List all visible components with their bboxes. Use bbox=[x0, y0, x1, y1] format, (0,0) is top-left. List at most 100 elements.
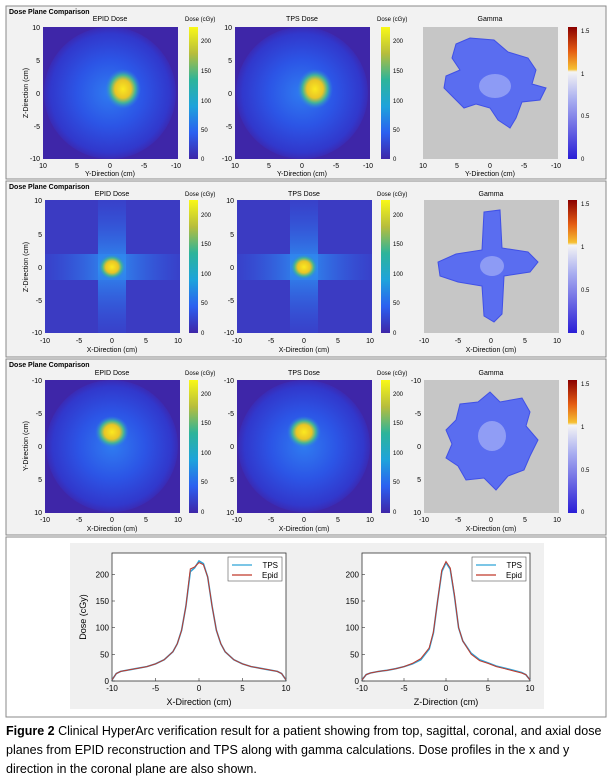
tick-label: 5 bbox=[75, 163, 79, 170]
y-tick-label: 200 bbox=[96, 570, 110, 579]
caption-label: Figure 2 bbox=[6, 724, 55, 738]
tick-label: -10 bbox=[222, 156, 232, 163]
tick-label: 5 bbox=[267, 163, 271, 170]
legend-label: Epid bbox=[262, 571, 278, 580]
subplot-title: TPS Dose bbox=[286, 16, 318, 23]
x-tick-label: 10 bbox=[526, 684, 535, 693]
y-tick-label: 0 bbox=[355, 677, 360, 686]
legend-box bbox=[471, 556, 527, 582]
dose-colorbar bbox=[189, 27, 198, 159]
tick-label: 5 bbox=[38, 232, 42, 239]
y-tick-label: 100 bbox=[96, 624, 110, 633]
tick-label: 100 bbox=[393, 272, 404, 278]
tick-label: 0 bbox=[393, 510, 397, 516]
figure-caption: Figure 2 Clinical HyperArc verification … bbox=[6, 722, 606, 779]
colorbar-label: Dose (cGy) bbox=[185, 192, 215, 198]
y-axis-label: Dose (cGy) bbox=[78, 594, 88, 640]
subplot-title: Gamma bbox=[478, 16, 503, 23]
caption-text: Clinical HyperArc verification result fo… bbox=[6, 724, 602, 776]
dose-hotspot bbox=[287, 416, 321, 448]
tick-label: 10 bbox=[366, 338, 374, 345]
colorbar-ticks: 1.5 1 0.5 0 bbox=[581, 29, 590, 163]
dose-panel-2: Dose Plane Comparison EPID Dose X-Direct… bbox=[5, 180, 607, 358]
x-axis-label: Y-Direction (cm) bbox=[85, 171, 135, 178]
tick-label: 0.5 bbox=[581, 288, 590, 294]
tick-label: 10 bbox=[224, 25, 232, 32]
tick-label: 100 bbox=[393, 451, 404, 457]
tick-label: 5 bbox=[230, 477, 234, 484]
tick-label: 1 bbox=[581, 72, 585, 78]
tick-label: 5 bbox=[417, 477, 421, 484]
x-tick-label: 5 bbox=[240, 684, 245, 693]
subplot-title: EPID Dose bbox=[95, 370, 130, 377]
x-tick-labels: 10 5 0 -5 -10 bbox=[39, 163, 181, 170]
x-axis-label: X-Direction (cm) bbox=[87, 526, 138, 533]
tick-label: -10 bbox=[419, 338, 429, 345]
tick-label: 5 bbox=[38, 477, 42, 484]
colorbar-label: Dose (cGy) bbox=[377, 371, 407, 377]
tick-label: -10 bbox=[32, 330, 42, 337]
y-tick-label: 50 bbox=[350, 650, 359, 659]
tick-label: 10 bbox=[366, 517, 374, 524]
y-axis-label: Z-Direction (cm) bbox=[23, 242, 30, 292]
x-tick-labels: -10 -5 0 5 10 bbox=[40, 338, 182, 345]
tick-label: 0 bbox=[581, 157, 585, 163]
tick-label: 10 bbox=[413, 510, 421, 517]
tick-label: 5 bbox=[144, 517, 148, 524]
tick-label: 150 bbox=[201, 242, 212, 248]
tick-label: 50 bbox=[393, 301, 400, 307]
x-tick-label: -5 bbox=[152, 684, 160, 693]
tick-label: 100 bbox=[201, 272, 212, 278]
dose-colorbar bbox=[189, 200, 198, 333]
panel-header: Dose Plane Comparison bbox=[9, 362, 90, 369]
tick-label: 10 bbox=[231, 163, 239, 170]
x-axis-label: X-Direction (cm) bbox=[87, 347, 138, 354]
x-tick-label: -5 bbox=[400, 684, 408, 693]
tick-label: -10 bbox=[40, 338, 50, 345]
colorbar-ticks: 1.5 1 0.5 0 bbox=[581, 202, 590, 337]
x-tick-labels: 10 5 0 -5 -10 bbox=[231, 163, 373, 170]
y-tick-label: 200 bbox=[346, 570, 360, 579]
legend-label: Epid bbox=[506, 571, 522, 580]
tick-label: -10 bbox=[363, 163, 373, 170]
x-tick-labels: 10 5 0 -5 -10 bbox=[419, 163, 561, 170]
gamma-colorbar bbox=[568, 27, 577, 159]
tick-label: 10 bbox=[174, 517, 182, 524]
dose-hotspot bbox=[290, 254, 318, 280]
tick-label: 0 bbox=[201, 510, 205, 516]
tick-label: -5 bbox=[268, 338, 274, 345]
tick-label: 0 bbox=[38, 444, 42, 451]
tick-label: 0 bbox=[302, 517, 306, 524]
tick-label: 50 bbox=[393, 128, 400, 134]
y-tick-labels: 10 5 0 -5 -10 bbox=[224, 198, 234, 337]
dose-colorbar bbox=[381, 200, 390, 333]
x-tick-label: -10 bbox=[106, 684, 118, 693]
x-axis-label: Y-Direction (cm) bbox=[277, 171, 327, 178]
tick-label: 200 bbox=[393, 392, 404, 398]
x-tick-labels: -10 -5 0 5 10 bbox=[419, 517, 561, 524]
colorbar-ticks: 200 150 100 50 0 bbox=[201, 392, 212, 516]
x-tick-label: 0 bbox=[444, 684, 449, 693]
tick-label: 0 bbox=[393, 157, 397, 163]
y-tick-labels: -10 -5 0 5 10 bbox=[411, 378, 421, 517]
tick-label: 50 bbox=[201, 480, 208, 486]
tick-label: -10 bbox=[224, 330, 234, 337]
tick-label: 1.5 bbox=[581, 29, 590, 35]
y-tick-labels: -10 -5 0 5 10 bbox=[32, 378, 42, 517]
dose-panel-1: Dose Plane Comparison EPID Dose Y-Direct… bbox=[5, 5, 607, 180]
figure: Dose Plane Comparison EPID Dose Y-Direct… bbox=[5, 5, 607, 718]
colorbar-ticks: 200 150 100 50 0 bbox=[393, 39, 404, 163]
tick-label: -10 bbox=[40, 517, 50, 524]
tick-label: 10 bbox=[32, 25, 40, 32]
y-axis-label: Z-Direction (cm) bbox=[23, 68, 30, 118]
tick-label: -5 bbox=[521, 163, 527, 170]
tick-label: -5 bbox=[228, 298, 234, 305]
gamma-core bbox=[479, 74, 511, 98]
tick-label: 200 bbox=[201, 39, 212, 45]
y-tick-label: 150 bbox=[346, 597, 360, 606]
subplot-title: TPS Dose bbox=[288, 191, 320, 198]
x-tick-label: 0 bbox=[197, 684, 202, 693]
colorbar-ticks: 200 150 100 50 0 bbox=[393, 392, 404, 516]
tick-label: 0 bbox=[302, 338, 306, 345]
